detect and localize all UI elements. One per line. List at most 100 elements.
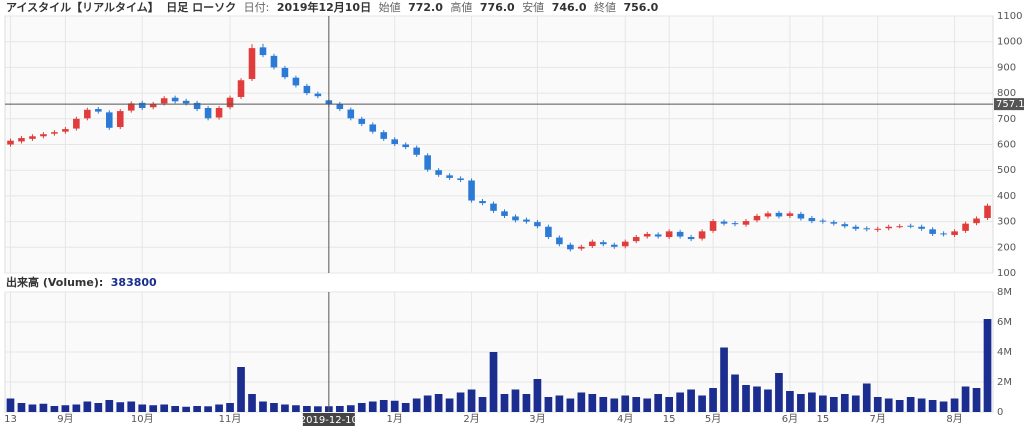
- chart-kind: 日足 ローソク: [166, 1, 237, 14]
- volume-bar: [456, 392, 465, 412]
- candle-body: [863, 228, 871, 230]
- candle-body: [885, 226, 893, 229]
- y-tick-label: 300: [997, 217, 1016, 228]
- candle-body: [852, 226, 860, 229]
- volume-bar: [577, 392, 586, 412]
- candle-body: [29, 136, 36, 139]
- x-tick-label: 5月: [705, 413, 721, 425]
- volume-bar: [83, 401, 92, 412]
- volume-bar: [709, 388, 717, 412]
- volume-bar: [434, 394, 443, 412]
- candle-body: [259, 47, 267, 56]
- volume-bar: [895, 400, 904, 412]
- date: 2019年12月10日: [276, 1, 372, 14]
- volume-bar: [160, 404, 169, 412]
- candle-body: [457, 178, 464, 180]
- candle-body: [413, 147, 420, 155]
- volume-bar: [808, 392, 816, 412]
- candle-body: [775, 212, 783, 217]
- volume-bar: [610, 398, 619, 412]
- volume-bar: [182, 406, 190, 412]
- candle-body: [940, 233, 947, 235]
- volume-bar: [412, 398, 421, 412]
- volume-bar: [204, 406, 212, 412]
- y-tick-label: 6M: [997, 317, 1012, 328]
- volume-bar: [171, 406, 179, 412]
- volume-bar: [819, 395, 827, 412]
- volume-value: 383800: [110, 276, 157, 289]
- candle-body: [786, 213, 794, 216]
- candle-body: [369, 124, 377, 132]
- candle-body: [599, 242, 607, 245]
- volume-bar: [764, 389, 772, 412]
- candle-body: [149, 103, 157, 108]
- volume-bar: [829, 397, 838, 412]
- x-tick-label: 11月: [219, 413, 242, 425]
- candle-body: [534, 222, 541, 227]
- candle-body: [479, 201, 486, 204]
- volume-bar: [939, 401, 948, 412]
- x-tick-label: 10月: [131, 413, 154, 425]
- candle-body: [116, 111, 124, 128]
- candle-body: [7, 140, 14, 145]
- volume-bar: [237, 367, 245, 412]
- volume-bar: [39, 403, 48, 412]
- x-tick-label: 6月: [782, 413, 798, 425]
- y-tick-label: 8M: [997, 287, 1012, 298]
- volume-bar: [368, 401, 377, 412]
- volume-bar: [292, 405, 300, 412]
- volume-label: 出来高 (Volume):: [6, 276, 104, 289]
- candle-body: [182, 100, 190, 104]
- x-tick-label: 2月: [463, 413, 479, 425]
- close-label: 終値: [593, 1, 616, 14]
- volume-bar: [270, 403, 278, 412]
- high-label: 高値: [450, 1, 473, 14]
- x-tick-label: 15: [663, 414, 676, 425]
- volume-bar: [193, 406, 201, 412]
- ohlc-header: アイスタイル【リアルタイム】 日足 ローソク 日付: 2019年12月10日 始…: [6, 1, 662, 15]
- candle-body: [709, 221, 717, 231]
- volume-bar: [127, 401, 136, 412]
- candle-body: [621, 241, 629, 247]
- y-tick-label: 100: [997, 268, 1016, 279]
- volume-bar: [226, 403, 234, 412]
- candle-body: [248, 48, 256, 79]
- candle-body: [347, 109, 355, 119]
- volume-bar: [61, 405, 70, 412]
- y-tick-label: 500: [997, 165, 1016, 176]
- candle-body: [819, 220, 827, 222]
- volume-bar: [632, 397, 641, 412]
- volume-bar: [259, 401, 267, 412]
- candle-body: [435, 170, 442, 175]
- volume-bar: [281, 404, 289, 412]
- candle-body: [665, 231, 673, 238]
- x-tick-label: 8月: [946, 413, 962, 425]
- volume-bar: [138, 404, 147, 412]
- candle-body: [918, 226, 925, 229]
- open-value: 772.0: [408, 1, 443, 14]
- candle-body: [501, 211, 508, 216]
- crosshair-date: 2019-12-10: [300, 415, 358, 426]
- volume-bar: [17, 403, 26, 412]
- candle-body: [567, 244, 574, 250]
- candle-body: [687, 237, 695, 240]
- volume-bar: [445, 398, 454, 412]
- high-value: 776.0: [479, 1, 515, 14]
- candle-body: [171, 97, 179, 102]
- candle-body: [62, 129, 69, 132]
- candle-body: [830, 222, 838, 224]
- candle-body: [973, 218, 980, 224]
- volume-bar: [786, 391, 794, 412]
- candle-body: [193, 102, 201, 110]
- candle-body: [468, 180, 475, 201]
- candle-body: [578, 246, 585, 249]
- candle-body: [643, 233, 651, 237]
- volume-bar: [753, 386, 761, 412]
- candle-body: [512, 216, 519, 221]
- candle-body: [204, 108, 212, 119]
- volume-bar: [215, 404, 223, 412]
- volume-bar: [873, 397, 882, 412]
- volume-bar: [643, 398, 652, 412]
- candle-body: [160, 98, 168, 104]
- volume-bar: [357, 403, 366, 412]
